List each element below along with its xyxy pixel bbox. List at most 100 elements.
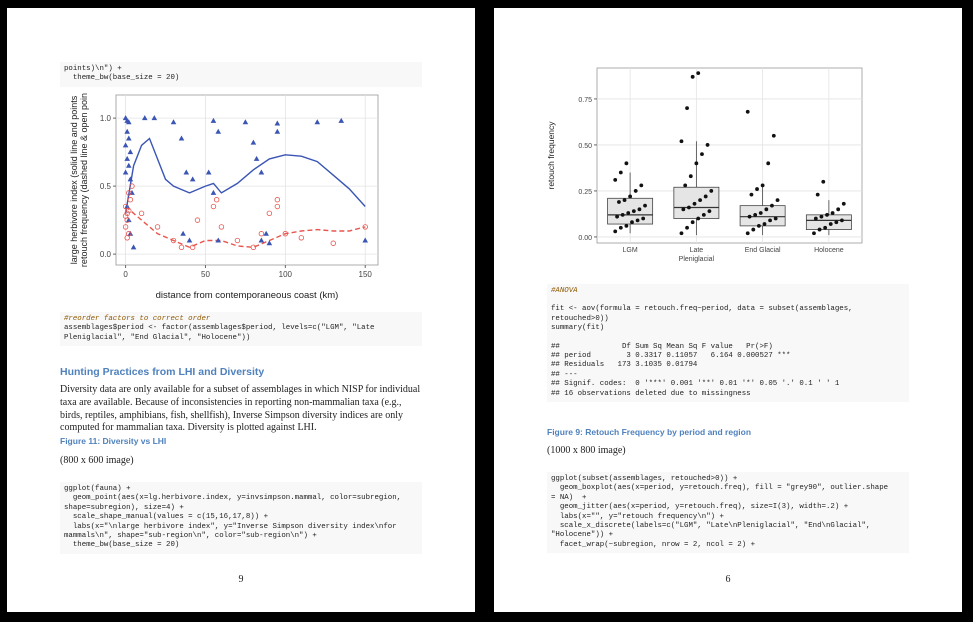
point <box>756 223 761 228</box>
x-tick-label: 100 <box>279 270 293 279</box>
point <box>812 231 816 236</box>
point <box>362 237 369 243</box>
code-line: ## Signif. codes: 0 '***' 0.001 '**' 0.0… <box>551 380 840 389</box>
code-line: "Holocene")) + <box>551 531 614 540</box>
point <box>639 183 644 188</box>
point <box>620 212 625 217</box>
code-block: #reorder factors to correct order assemb… <box>60 312 422 347</box>
point <box>178 244 185 251</box>
box <box>607 197 654 225</box>
code-line: = NA) + <box>551 493 587 502</box>
point <box>125 217 132 223</box>
point <box>685 106 689 111</box>
point <box>266 240 273 246</box>
point <box>679 231 684 236</box>
code-line: ## Residuals 173 3.1035 0.01794 <box>551 361 698 370</box>
point <box>274 197 281 203</box>
point <box>770 203 774 208</box>
point <box>751 227 756 232</box>
point <box>126 190 132 196</box>
point <box>234 237 241 244</box>
code-line: retouched>0)) <box>551 314 609 323</box>
y-tick-label: 1.0 <box>100 114 112 123</box>
point <box>679 139 684 144</box>
point <box>141 115 148 121</box>
image-size: (1000 x 800 image) <box>547 445 626 456</box>
point <box>624 161 629 166</box>
point <box>745 231 750 236</box>
point <box>825 212 829 217</box>
point <box>282 231 289 237</box>
point <box>613 177 618 182</box>
code-comment: #ANOVA <box>551 287 578 295</box>
point <box>183 169 190 175</box>
point <box>126 207 132 214</box>
point <box>215 237 222 243</box>
point <box>815 192 820 197</box>
point <box>125 162 132 168</box>
box <box>673 186 720 219</box>
point <box>630 220 634 225</box>
y-tick-label: 0.0 <box>100 250 112 259</box>
point <box>773 216 778 221</box>
point <box>154 224 161 230</box>
code-line: Pleniglacial", "End Glacial", "Holocene"… <box>64 333 251 342</box>
point <box>122 224 129 230</box>
point <box>762 222 767 226</box>
point <box>263 230 269 236</box>
point <box>836 207 841 212</box>
point <box>692 201 697 206</box>
point <box>127 176 134 182</box>
point <box>696 216 701 221</box>
paragraph: Diversity data are only available for a … <box>60 384 421 434</box>
point <box>700 152 704 157</box>
point <box>127 149 134 155</box>
trend-line <box>125 205 366 249</box>
point <box>258 231 265 237</box>
point <box>205 169 212 175</box>
point <box>637 207 642 212</box>
point <box>129 189 135 195</box>
y-tick-label: 0.00 <box>578 235 592 242</box>
point <box>707 209 712 214</box>
point <box>775 198 780 203</box>
code-block: points)\n") + theme_bw(base_size = 20) <box>60 62 422 87</box>
point <box>618 170 623 175</box>
point <box>701 212 706 217</box>
point <box>298 235 305 241</box>
point <box>624 223 629 228</box>
code-line: ## 16 observations deleted due to missin… <box>551 389 751 398</box>
x-tick-label: Holocene <box>814 247 844 254</box>
x-axis-label: distance from contemporaneous coast (km) <box>156 290 339 301</box>
code-line: fit <- aov(formula = retouch.freq~period… <box>551 305 853 314</box>
x-tick-label: End Glacial <box>745 247 781 254</box>
x-tick-label: LGM <box>623 247 638 254</box>
y-axis-label: retouch frequency (dashed line & open po… <box>79 93 89 267</box>
code-line: theme_bw(base_size = 20) <box>64 74 180 83</box>
point <box>210 117 217 123</box>
point <box>813 216 818 221</box>
point <box>622 198 627 203</box>
point <box>127 230 134 236</box>
code-block: ggplot(subset(assemblages, retouched>0))… <box>547 472 909 554</box>
x-tick-label: 50 <box>201 270 210 279</box>
point <box>685 225 689 230</box>
y-axis-label: large herbivore index (solid line and po… <box>69 95 79 264</box>
code-line: ggplot(subset(assemblages, retouched>0))… <box>551 475 738 483</box>
code-line: geom_point(aes(x=lg.herbivore.index, y=i… <box>64 494 402 503</box>
code-line: geom_jitter(aes(x=period, y=retouch.freq… <box>551 503 849 512</box>
page-left: points)\n") + theme_bw(base_size = 20) 0… <box>7 8 475 612</box>
trend-line <box>124 137 366 214</box>
point <box>830 211 835 215</box>
point <box>615 214 619 219</box>
x-tick-label: 0 <box>123 270 128 279</box>
point <box>631 209 636 214</box>
point <box>683 183 688 188</box>
point <box>362 224 368 230</box>
point <box>817 227 822 232</box>
point <box>124 235 130 241</box>
point <box>633 189 638 193</box>
point <box>180 230 186 236</box>
figure: 0.0 0.5 1.0 0 50 100 150 large herbivore index … <box>69 93 379 301</box>
